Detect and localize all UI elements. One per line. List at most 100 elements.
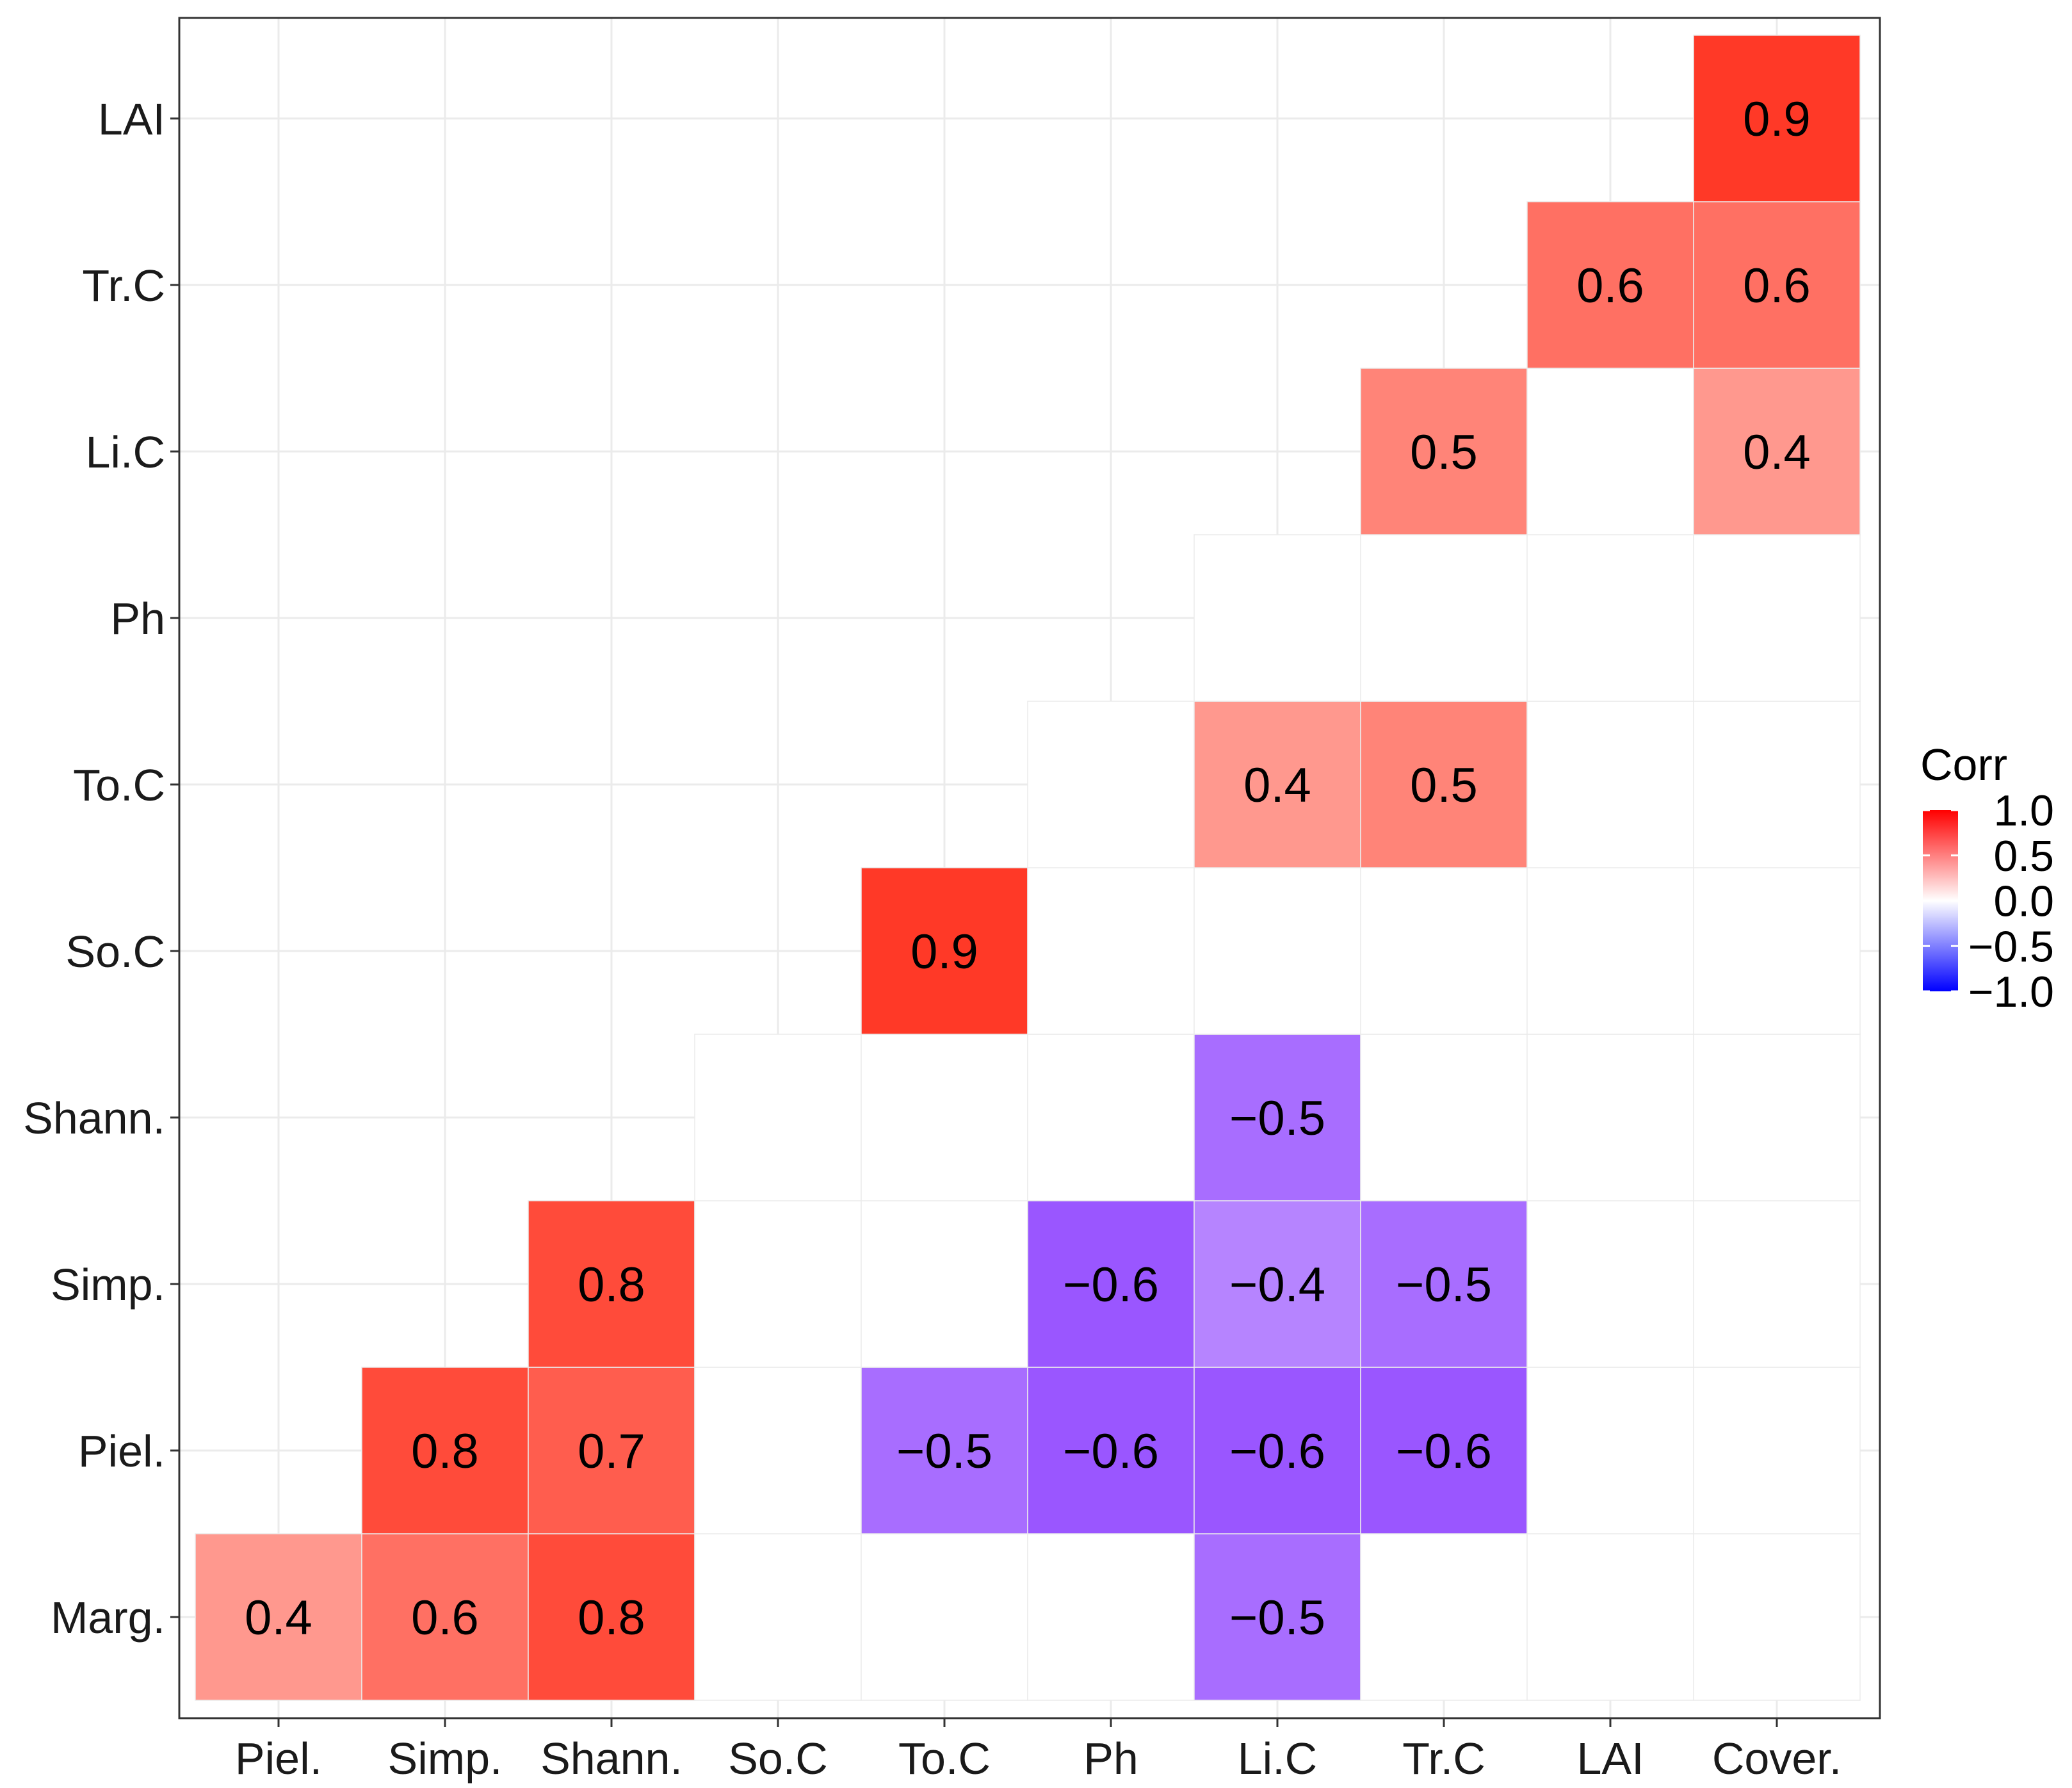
x-tick-label: To.C <box>898 1734 991 1784</box>
heatmap-cell <box>1693 1533 1861 1701</box>
heatmap-cell <box>1360 867 1528 1035</box>
heatmap-cell <box>694 1367 862 1534</box>
heatmap-cell <box>1027 1200 1195 1368</box>
heatmap-cell <box>1526 1200 1694 1368</box>
y-tick-label: Ph <box>110 594 165 644</box>
heatmap-cell <box>1194 1200 1361 1368</box>
y-tick-label: Shann. <box>23 1093 165 1143</box>
cell-value-label: −0.6 <box>1063 1424 1159 1479</box>
cell-value-label: 0.4 <box>1243 758 1311 813</box>
cell-value-label: 0.9 <box>1743 92 1811 147</box>
heatmap-cell <box>1027 1533 1195 1701</box>
legend-tick-label: 1.0 <box>1993 786 2054 835</box>
heatmap-cell <box>1526 867 1694 1035</box>
y-tick-label: Tr.C <box>82 261 165 311</box>
cell-value-label: −0.4 <box>1229 1258 1325 1312</box>
heatmap-cell <box>1526 201 1694 369</box>
heatmap-cell <box>361 1533 529 1701</box>
cell-value-label: 0.5 <box>1410 758 1478 813</box>
cell-value-label: −0.6 <box>1396 1424 1492 1479</box>
heatmap-cell <box>1360 1200 1528 1368</box>
y-tick-label: To.C <box>73 760 165 810</box>
heatmap-cell <box>1194 1533 1361 1701</box>
heatmap-cell <box>1693 35 1861 202</box>
heatmap-cell <box>1693 1034 1861 1201</box>
heatmap-cell <box>1693 1200 1861 1368</box>
cell-value-label: 0.8 <box>578 1591 645 1645</box>
heatmap-cell <box>861 1034 1028 1201</box>
heatmap-cells <box>195 35 1861 1701</box>
heatmap-cell <box>195 1533 362 1701</box>
heatmap-cell <box>1360 1034 1528 1201</box>
heatmap-cell <box>1194 701 1361 868</box>
heatmap-cell <box>1360 1367 1528 1534</box>
y-tick-label: Li.C <box>86 427 165 477</box>
heatmap-cell <box>1360 1533 1528 1701</box>
heatmap-cell <box>861 1533 1028 1701</box>
cell-value-label: 0.6 <box>1743 259 1811 313</box>
legend-title: Corr <box>1920 740 2007 790</box>
x-tick-label: Cover. <box>1712 1734 1841 1784</box>
cell-value-label: 0.9 <box>911 925 978 979</box>
heatmap-cell <box>694 1200 862 1368</box>
heatmap-cell <box>1693 1367 1861 1534</box>
x-tick-label: Piel. <box>235 1734 322 1784</box>
heatmap-cell <box>1526 368 1694 535</box>
legend-tick-label: 0.0 <box>1993 877 2054 926</box>
heatmap-cell <box>1526 534 1694 702</box>
cell-value-label: −0.5 <box>1396 1258 1492 1312</box>
heatmap-cell <box>1027 867 1195 1035</box>
heatmap-cell <box>1027 1367 1195 1534</box>
y-tick-label: LAI <box>98 94 165 144</box>
y-tick-label: Marg. <box>51 1593 165 1643</box>
heatmap-cell <box>1693 867 1861 1035</box>
heatmap-cell <box>1194 1367 1361 1534</box>
heatmap-cell <box>1526 701 1694 868</box>
cell-value-label: −0.5 <box>896 1424 992 1479</box>
cell-value-label: 0.6 <box>1576 259 1644 313</box>
heatmap-cell <box>694 1533 862 1701</box>
cell-value-label: 0.7 <box>578 1424 645 1479</box>
cell-value-label: −0.6 <box>1063 1258 1159 1312</box>
panel-border <box>178 17 1881 1719</box>
legend-tick-label: −0.5 <box>1968 922 2054 971</box>
cell-value-label: 0.6 <box>411 1591 479 1645</box>
cell-value-label: 0.4 <box>245 1591 312 1645</box>
cell-value-label: 0.8 <box>578 1258 645 1312</box>
cell-value-label: −0.6 <box>1229 1424 1325 1479</box>
heatmap-cell <box>1360 534 1528 702</box>
heatmap-cell <box>861 1367 1028 1534</box>
legend-tick-label: 0.5 <box>1993 832 2054 881</box>
heatmap-cell <box>1526 1367 1694 1534</box>
cell-value-label: −0.5 <box>1229 1591 1325 1645</box>
heatmap-cell <box>361 1367 529 1534</box>
x-tick-label: Ph <box>1083 1734 1138 1784</box>
heatmap-cell <box>861 1200 1028 1368</box>
y-tick-label: So.C <box>65 927 165 977</box>
y-tick-label: Piel. <box>78 1426 165 1476</box>
x-tick-label: So.C <box>728 1734 828 1784</box>
heatmap-cell <box>861 867 1028 1035</box>
heatmap-cell <box>1194 867 1361 1035</box>
y-tick-label: Simp. <box>51 1260 165 1310</box>
heatmap-cell <box>1693 201 1861 369</box>
cell-value-label: 0.5 <box>1410 425 1478 480</box>
heatmap-cell <box>1194 534 1361 702</box>
heatmap-cell <box>1194 1034 1361 1201</box>
legend-tick-label: −1.0 <box>1968 968 2054 1016</box>
heatmap-cell <box>1360 701 1528 868</box>
cell-value-label: 0.8 <box>411 1424 479 1479</box>
heatmap-cell <box>1027 701 1195 868</box>
heatmap-cell <box>1693 534 1861 702</box>
heatmap-cell <box>528 1200 695 1368</box>
cell-value-label: −0.5 <box>1229 1091 1325 1146</box>
heatmap-cell <box>1027 1034 1195 1201</box>
x-tick-label: Li.C <box>1238 1734 1317 1784</box>
heatmap-cell <box>1693 701 1861 868</box>
x-tick-label: LAI <box>1576 1734 1644 1784</box>
cell-value-labels: 0.4 0.6 0.8 −0.5 0.8 0.7 −0.5 −0.6 −0.6 −0.6 0.8 −0… <box>245 92 1811 1645</box>
heatmap-cell <box>528 1533 695 1701</box>
